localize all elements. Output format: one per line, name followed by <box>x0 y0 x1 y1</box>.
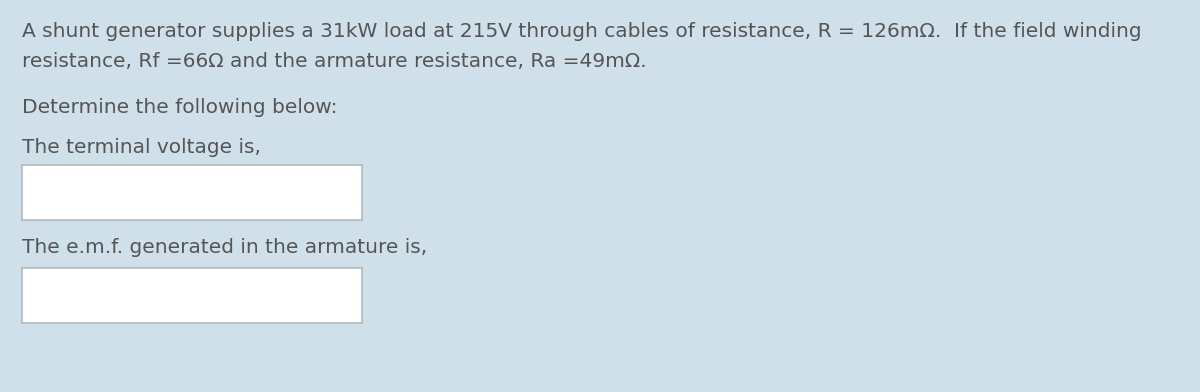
Text: The e.m.f. generated in the armature is,: The e.m.f. generated in the armature is, <box>22 238 427 257</box>
FancyBboxPatch shape <box>22 165 362 220</box>
Text: A shunt generator supplies a 31kW load at 215V through cables of resistance, R =: A shunt generator supplies a 31kW load a… <box>22 22 1141 41</box>
FancyBboxPatch shape <box>22 268 362 323</box>
Text: Determine the following below:: Determine the following below: <box>22 98 337 117</box>
Text: resistance, Rf =66Ω and the armature resistance, Ra =49mΩ.: resistance, Rf =66Ω and the armature res… <box>22 52 647 71</box>
Text: The terminal voltage is,: The terminal voltage is, <box>22 138 262 157</box>
